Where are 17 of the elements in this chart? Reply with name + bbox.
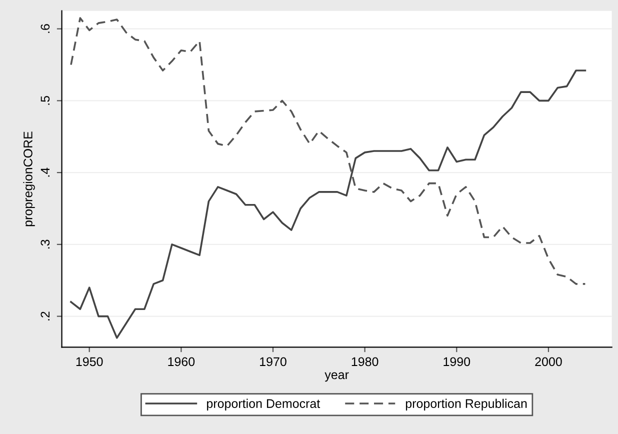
y-tick-label: .4 (40, 168, 50, 177)
y-tick-label: .5 (40, 96, 50, 105)
x-tick-label: 1950 (76, 357, 103, 366)
y-tick-label: .6 (40, 24, 50, 33)
x-tick-label: 1970 (260, 357, 286, 366)
x-tick-label: 2000 (535, 357, 562, 366)
x-tick-label: 1960 (168, 357, 195, 366)
legend-label: proportion Democrat (207, 398, 320, 410)
y-tick-label: .2 (40, 312, 50, 320)
y-axis-title: propregionCORE (23, 132, 35, 226)
line-series (70, 70, 586, 339)
x-axis-title: year (324, 372, 349, 382)
line-series (70, 17, 586, 285)
y-tick-label: .3 (40, 240, 50, 248)
x-tick-label: 1990 (444, 357, 470, 366)
legend-label: proportion Republican (406, 398, 527, 410)
x-tick-label: 1980 (352, 357, 378, 366)
